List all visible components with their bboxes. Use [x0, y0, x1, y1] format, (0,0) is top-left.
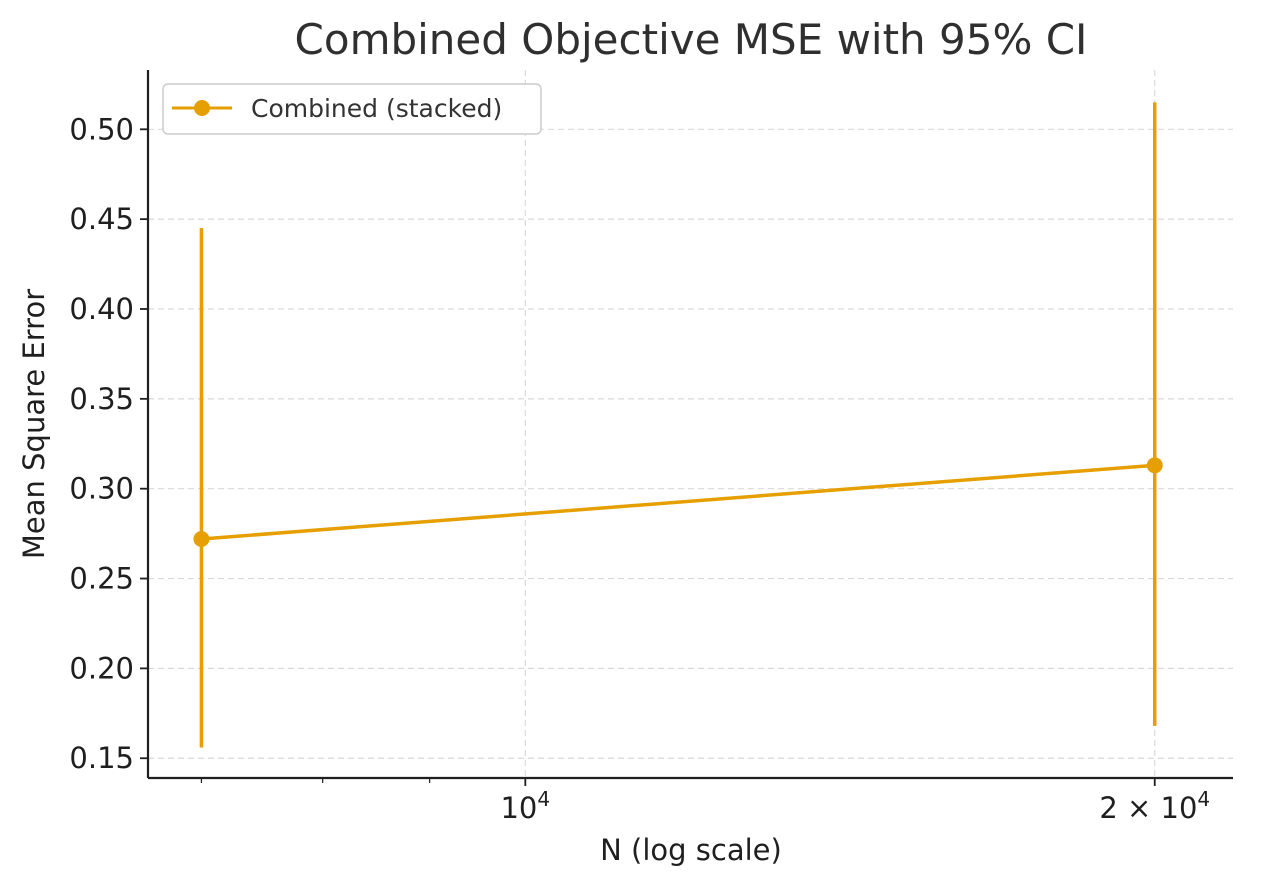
grid [148, 70, 1233, 778]
chart-title: Combined Objective MSE with 95% CI [295, 15, 1088, 64]
series-line [201, 463, 1155, 541]
x-tick-label-0: 104 [500, 787, 550, 825]
y-tick-label-6: 0.45 [69, 202, 134, 236]
y-tick-label-0: 0.15 [69, 741, 134, 775]
legend-frame [162, 83, 542, 135]
x-axis-label: N (log scale) [600, 833, 782, 867]
legend-series-label: Combined (stacked) [251, 94, 502, 123]
data-point-1 [1146, 457, 1163, 474]
y-axis-label: Mean Square Error [17, 289, 51, 559]
series-0 [193, 102, 1163, 748]
y-tick-label-5: 0.40 [69, 292, 134, 326]
legend-series-marker [194, 100, 210, 116]
data-point-0 [193, 531, 210, 548]
legend: Combined (stacked) [162, 83, 542, 135]
x-tick-label-1: 2 × 104 [1099, 787, 1210, 825]
y-tick-label-3: 0.30 [69, 472, 134, 506]
y-tick-label-1: 0.20 [69, 651, 134, 685]
axes: 0.15 0.20 0.25 0.30 0.35 0.40 0.45 0.50 104 2 × 1… [69, 70, 1233, 825]
y-tick-label-2: 0.25 [69, 562, 134, 596]
y-tick-label-4: 0.35 [69, 382, 134, 416]
series-layer [193, 102, 1163, 748]
y-tick-label-7: 0.50 [69, 112, 134, 146]
